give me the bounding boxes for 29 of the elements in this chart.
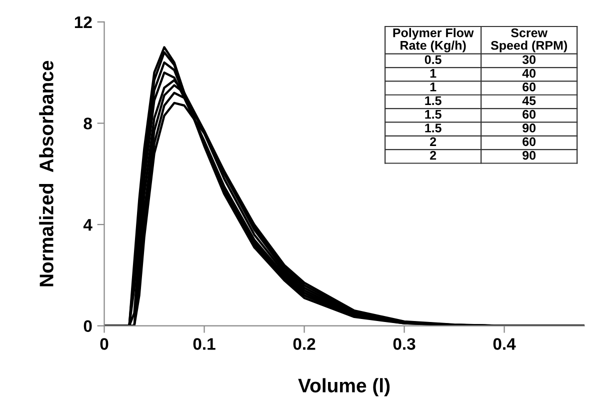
y-tick-label: 0 <box>84 320 92 332</box>
annotation: 45 <box>522 96 536 106</box>
annotation: 1.5 <box>425 124 442 132</box>
annotation: 0.5 <box>424 55 442 64</box>
y-axis-title: Normalized Absorbance <box>39 60 54 286</box>
annotation: 90 <box>522 124 536 132</box>
x-tick-label: 0.4 <box>493 338 516 350</box>
annotation: 1 <box>430 82 436 92</box>
annotation: 40 <box>522 68 536 78</box>
annotation: 2 <box>430 137 436 146</box>
x-tick-label: 0 <box>100 338 108 350</box>
x-tick-label: 0.3 <box>393 338 416 350</box>
annotation: 1.5 <box>425 110 442 119</box>
annotation: Screw Speed (RPM) <box>490 28 568 52</box>
annotation: Polymer Flow Rate (Kg/h) <box>393 28 474 52</box>
y-tick-label: 12 <box>74 16 92 28</box>
y-tick-label: 8 <box>84 118 92 130</box>
x-tick-label: 0.2 <box>293 338 316 350</box>
annotation: 2 <box>430 150 436 160</box>
annotation: 30 <box>522 55 536 64</box>
x-tick-label: 0.1 <box>193 338 216 350</box>
annotation: 60 <box>522 110 536 119</box>
annotation: 1.5 <box>425 96 442 106</box>
annotation: 90 <box>522 150 536 160</box>
annotation: 60 <box>522 137 536 146</box>
annotation: 60 <box>522 82 536 92</box>
x-axis-title: Volume (l) <box>298 378 390 396</box>
annotation: 1 <box>430 68 436 78</box>
y-tick-label: 4 <box>83 219 92 231</box>
